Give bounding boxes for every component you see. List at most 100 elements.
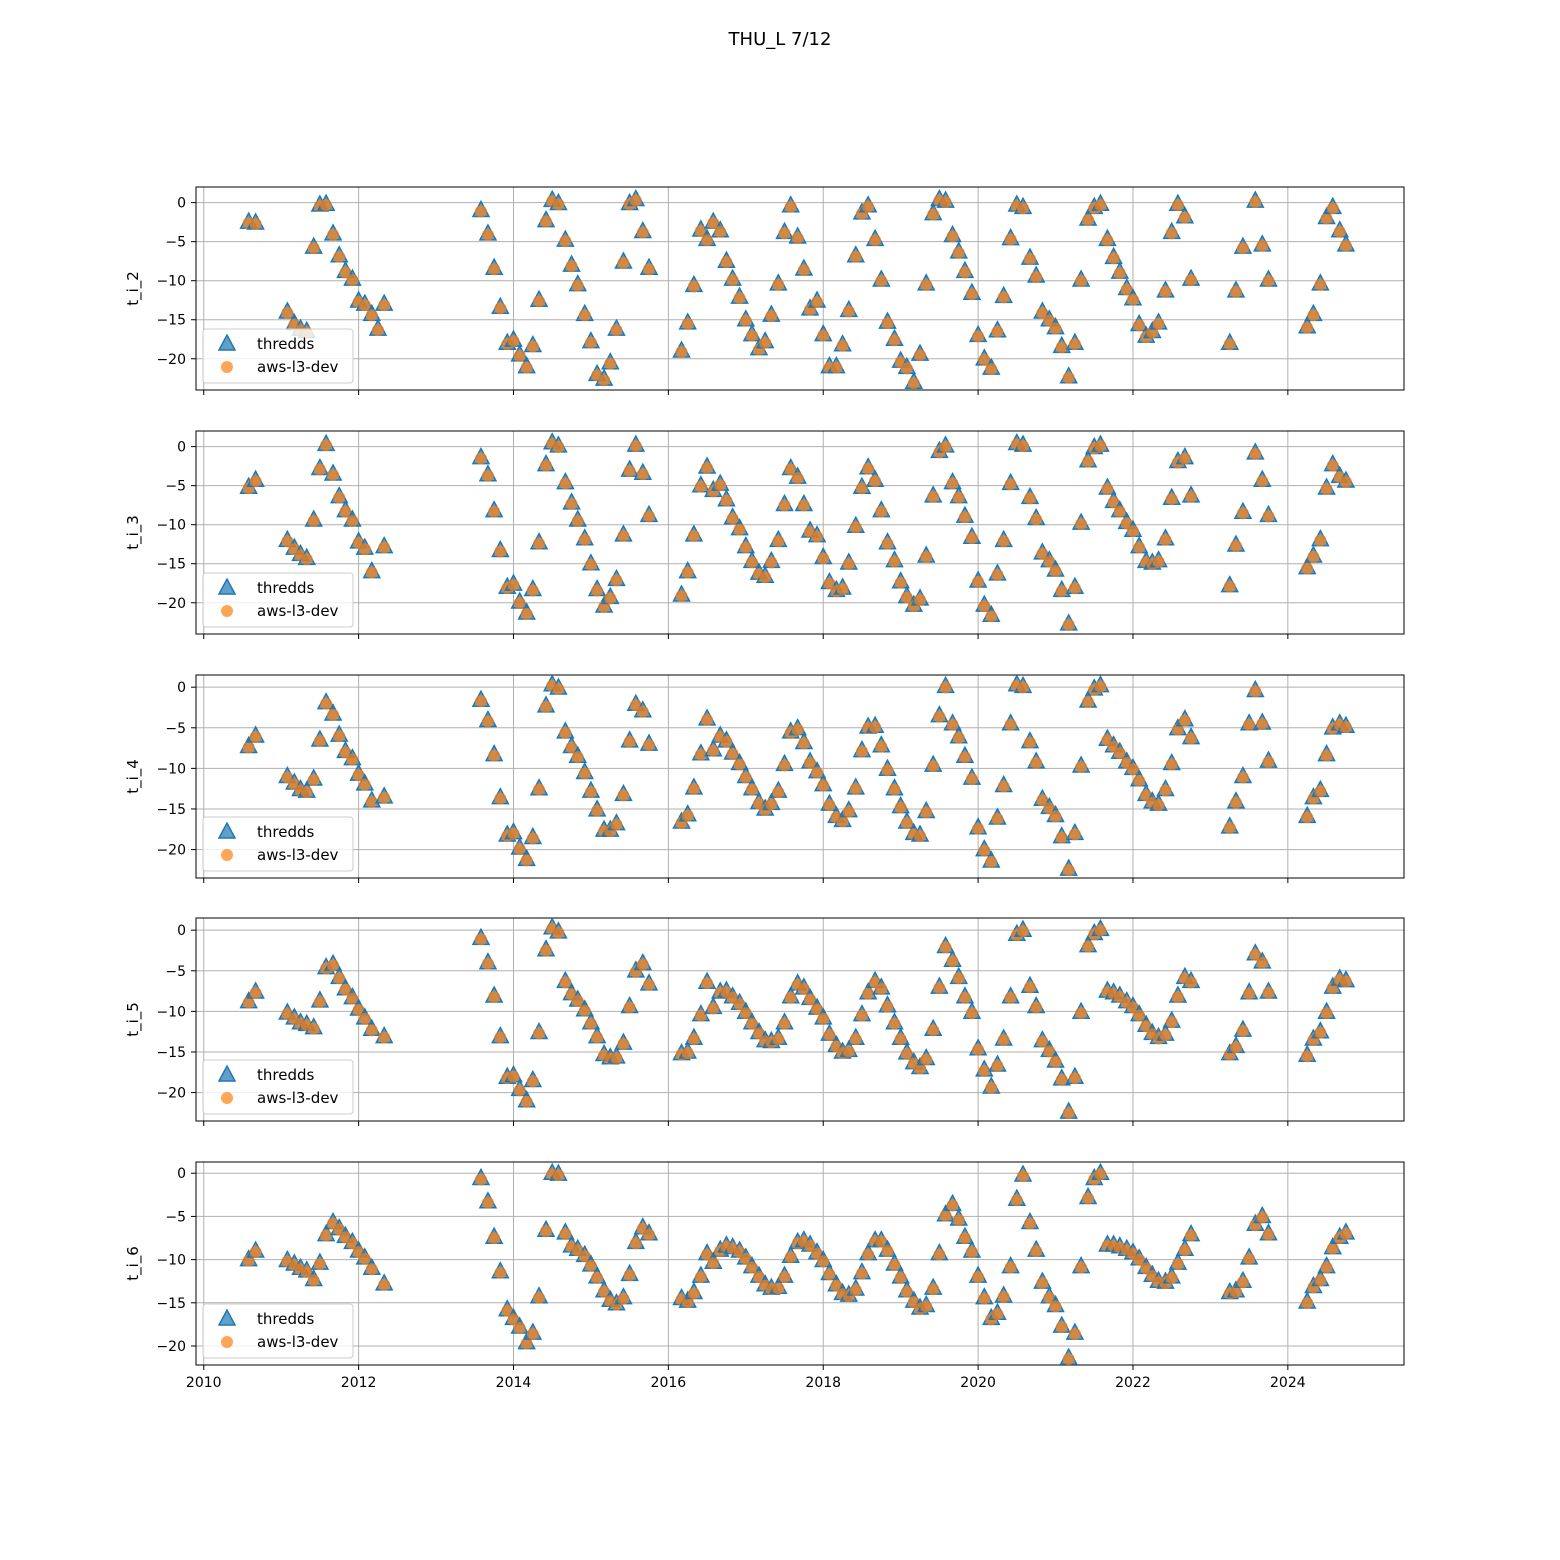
aws-l3-dev-point	[1243, 718, 1256, 731]
aws-l3-dev-point	[1075, 518, 1088, 531]
aws-l3-dev-point	[733, 758, 746, 771]
aws-l3-dev-point	[313, 995, 326, 1008]
aws-l3-dev-point	[533, 1291, 546, 1304]
aws-l3-dev-point	[1094, 440, 1107, 453]
aws-l3-dev-point	[1243, 1252, 1256, 1265]
y-axis-label: t_i_2	[124, 271, 143, 306]
aws-l3-dev-point	[1101, 482, 1114, 495]
aws-l3-dev-point	[481, 715, 494, 728]
aws-l3-dev-point	[811, 766, 824, 779]
aws-l3-dev-point	[1030, 513, 1043, 526]
legend-aws-label: aws-l3-dev	[257, 1089, 339, 1107]
aws-l3-dev-point	[1023, 1217, 1036, 1230]
aws-l3-dev-point	[1049, 810, 1062, 823]
aws-l3-dev-point	[346, 753, 359, 766]
aws-l3-dev-point	[991, 568, 1004, 581]
legend-aws-label: aws-l3-dev	[257, 1333, 339, 1351]
x-tick-label: 2020	[960, 1375, 996, 1391]
aws-l3-dev-point	[972, 330, 985, 343]
aws-l3-dev-point	[629, 194, 642, 207]
aws-l3-dev-point	[1229, 796, 1242, 809]
aws-l3-dev-point	[591, 804, 604, 817]
aws-l3-dev-point	[1339, 239, 1352, 252]
aws-l3-dev-point	[1068, 1072, 1081, 1085]
aws-l3-dev-point	[559, 726, 572, 739]
aws-l3-dev-point	[327, 959, 340, 972]
aws-l3-dev-point	[591, 1271, 604, 1284]
aws-l3-dev-point	[327, 228, 340, 241]
aws-l3-dev-point	[526, 584, 539, 597]
aws-l3-dev-point	[842, 557, 855, 570]
aws-l3-dev-point	[869, 234, 882, 247]
aws-l3-dev-point	[1017, 440, 1030, 453]
aws-l3-dev-point	[823, 799, 836, 812]
aws-l3-dev-point	[888, 783, 901, 796]
aws-l3-dev-point	[952, 972, 965, 985]
aws-l3-dev-point	[623, 1001, 636, 1014]
aws-l3-dev-point	[1185, 1229, 1198, 1242]
aws-l3-dev-point	[610, 818, 623, 831]
aws-l3-dev-point	[972, 1271, 985, 1284]
aws-l3-dev-point	[481, 1196, 494, 1209]
aws-l3-dev-point	[1256, 956, 1269, 969]
aws-l3-dev-point	[1113, 267, 1126, 280]
aws-l3-dev-point	[1314, 1274, 1327, 1287]
aws-l3-dev-point	[513, 596, 526, 609]
y-axis-label: t_i_3	[124, 515, 143, 550]
aws-l3-dev-point	[811, 295, 824, 308]
aws-l3-dev-point	[900, 362, 913, 375]
aws-l3-dev-point	[474, 933, 487, 946]
aws-l3-dev-point	[1055, 831, 1068, 844]
aws-l3-dev-point	[1075, 760, 1088, 773]
aws-l3-dev-point	[875, 274, 888, 287]
aws-l3-dev-point	[643, 510, 655, 523]
aws-l3-dev-point	[772, 278, 785, 291]
aws-l3-dev-point	[958, 751, 971, 764]
aws-l3-dev-point	[784, 463, 797, 476]
aws-l3-dev-point	[242, 996, 255, 1009]
aws-l3-dev-point	[520, 854, 533, 867]
aws-l3-dev-point	[888, 334, 901, 347]
aws-l3-dev-point	[1159, 1029, 1172, 1042]
aws-l3-dev-point	[1082, 214, 1095, 227]
aws-l3-dev-point	[772, 1033, 785, 1046]
aws-l3-dev-point	[920, 806, 933, 819]
aws-l3-dev-point	[1236, 242, 1249, 255]
aws-l3-dev-point	[552, 198, 565, 211]
aws-l3-dev-point	[1320, 1261, 1333, 1274]
y-tick-label: −15	[156, 557, 186, 573]
aws-l3-dev-point	[1301, 1050, 1314, 1063]
aws-l3-dev-point	[720, 494, 733, 507]
legend-aws-marker	[221, 605, 233, 617]
aws-l3-dev-point	[997, 1033, 1010, 1046]
aws-l3-dev-point	[300, 1265, 313, 1278]
aws-l3-dev-point	[946, 955, 959, 968]
aws-l3-dev-point	[1036, 1035, 1049, 1048]
aws-l3-dev-point	[855, 1267, 868, 1280]
aws-l3-dev-point	[1326, 459, 1339, 472]
aws-l3-dev-point	[378, 1278, 391, 1291]
aws-l3-dev-point	[939, 440, 952, 453]
aws-l3-dev-point	[242, 741, 255, 754]
aws-l3-dev-point	[339, 983, 352, 996]
aws-l3-dev-point	[855, 1009, 868, 1022]
aws-l3-dev-point	[1075, 274, 1088, 287]
aws-l3-dev-point	[797, 263, 810, 276]
aws-l3-dev-point	[565, 497, 578, 510]
aws-l3-dev-point	[1023, 736, 1036, 749]
aws-l3-dev-point	[687, 782, 700, 795]
aws-l3-dev-point	[1133, 319, 1146, 332]
data-points	[239, 188, 1356, 390]
aws-l3-dev-point	[900, 816, 913, 829]
aws-l3-dev-point	[346, 515, 359, 528]
aws-l3-dev-point	[313, 734, 326, 747]
aws-l3-dev-point	[598, 1285, 611, 1298]
aws-l3-dev-point	[643, 739, 655, 752]
y-tick-label: −10	[156, 274, 186, 290]
aws-l3-dev-point	[1229, 285, 1242, 298]
legend-thredds-label: thredds	[257, 823, 314, 841]
y-tick-label: −20	[156, 596, 186, 612]
aws-l3-dev-point	[513, 349, 526, 362]
